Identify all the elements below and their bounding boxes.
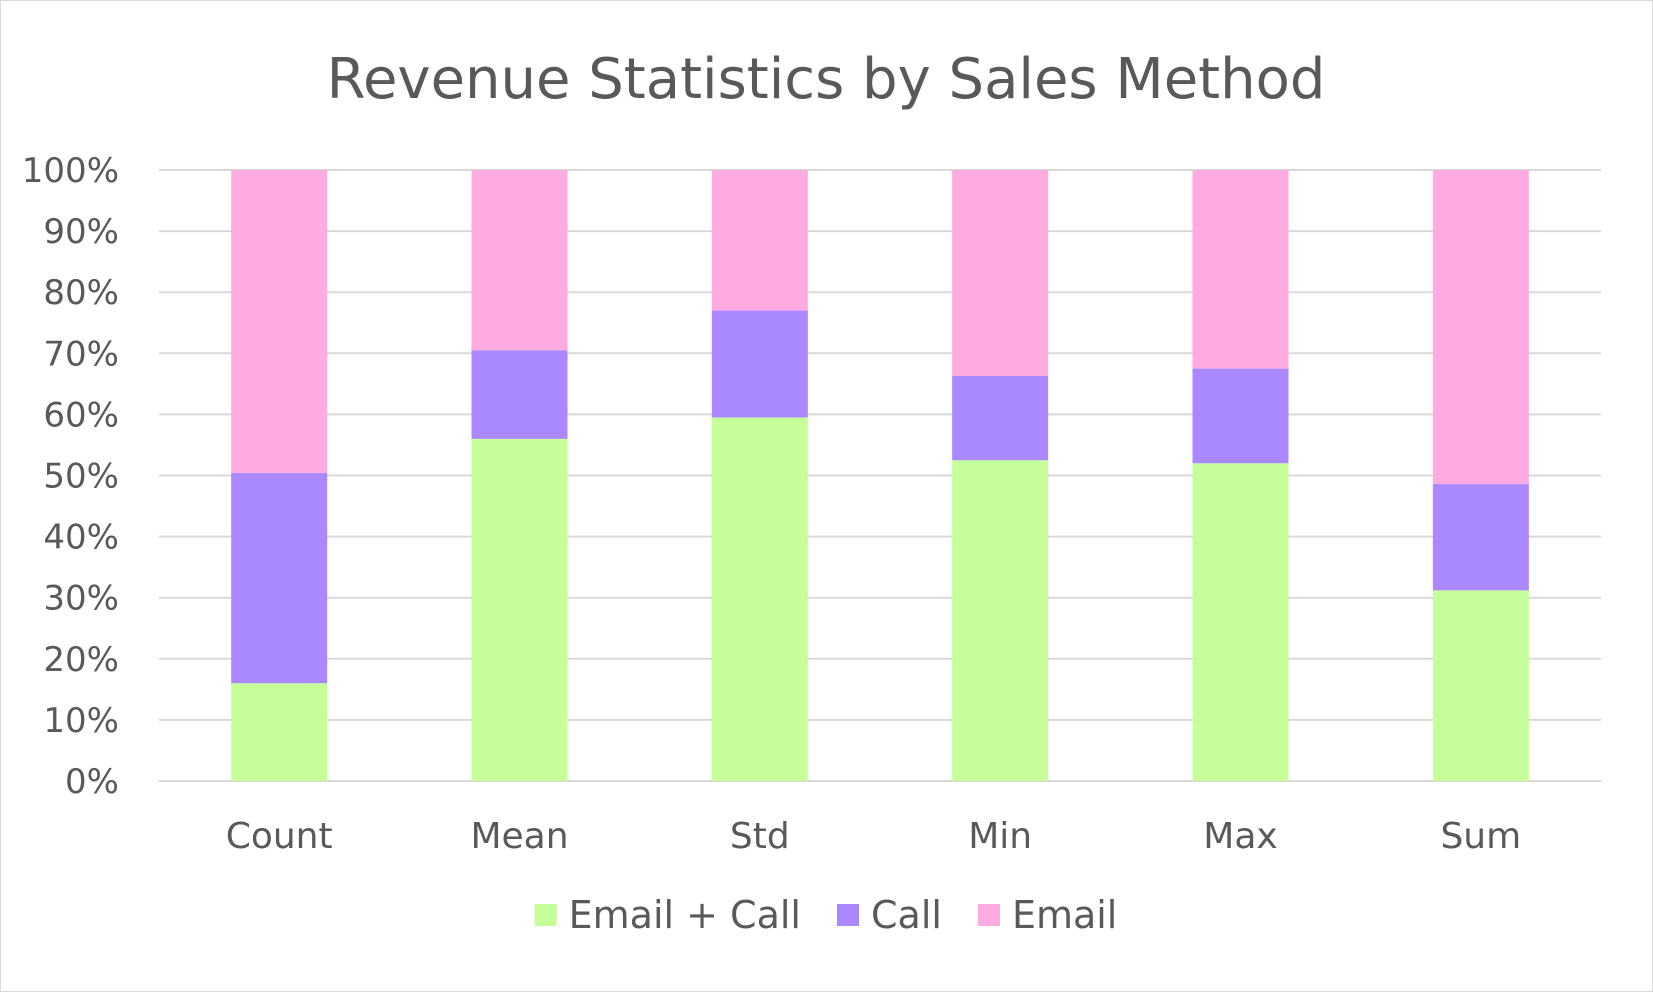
bar-std-email-call — [711, 417, 808, 781]
y-tick-label: 20% — [43, 640, 119, 680]
legend-label: Call — [871, 893, 942, 937]
x-axis-categories: Count Mean Std Min Max Sum — [226, 816, 1522, 857]
bar-count-call — [231, 473, 328, 684]
bar-max-email — [1192, 170, 1289, 369]
bar-count-email — [231, 170, 328, 474]
y-tick-label: 100% — [22, 151, 119, 191]
bar-max-email-call — [1192, 463, 1289, 781]
category-label: Mean — [470, 816, 568, 857]
bar-std-email — [711, 170, 808, 311]
y-tick-label: 90% — [43, 212, 119, 252]
bar-mean-email — [471, 170, 568, 351]
category-label: Max — [1203, 816, 1277, 857]
category-label: Sum — [1440, 816, 1521, 857]
bar-count-email-call — [231, 683, 328, 781]
legend-label: Email — [1012, 893, 1117, 937]
legend: Email + Call Call Email — [534, 893, 1117, 937]
bar-min-email — [952, 170, 1049, 376]
category-label: Count — [226, 816, 333, 857]
y-tick-label: 30% — [43, 579, 119, 619]
y-tick-label: 80% — [43, 273, 119, 313]
y-tick-label: 0% — [65, 762, 119, 802]
bar-sum-email — [1432, 170, 1529, 485]
y-tick-label: 40% — [43, 518, 119, 558]
category-label: Min — [968, 816, 1032, 857]
bar-mean-call — [471, 350, 568, 439]
bar-sum-email-call — [1432, 590, 1529, 781]
legend-swatch — [837, 904, 859, 926]
gridlines — [159, 169, 1601, 782]
y-tick-label: 60% — [43, 395, 119, 435]
bar-mean-email-call — [471, 438, 568, 781]
y-tick-label: 10% — [43, 701, 119, 741]
bar-std-call — [711, 310, 808, 418]
bar-min-call — [952, 375, 1049, 461]
y-tick-label: 70% — [43, 334, 119, 374]
category-label: Std — [730, 816, 790, 857]
bar-min-email-call — [952, 460, 1049, 781]
bars — [231, 170, 1529, 781]
legend-label: Email + Call — [569, 893, 801, 937]
legend-item: Email — [977, 893, 1117, 937]
y-axis-ticks: 0% 10% 20% 30% 40% 50% 60% 70% 80% 90% 100% — [22, 151, 119, 802]
legend-item: Email + Call — [534, 893, 801, 937]
legend-swatch — [534, 904, 557, 926]
y-tick-label: 50% — [43, 457, 119, 497]
bar-sum-call — [1432, 484, 1529, 591]
chart-title: Revenue Statistics by Sales Method — [327, 47, 1326, 112]
legend-item: Call — [837, 893, 942, 937]
bar-max-call — [1192, 368, 1289, 464]
legend-swatch — [977, 904, 1000, 926]
